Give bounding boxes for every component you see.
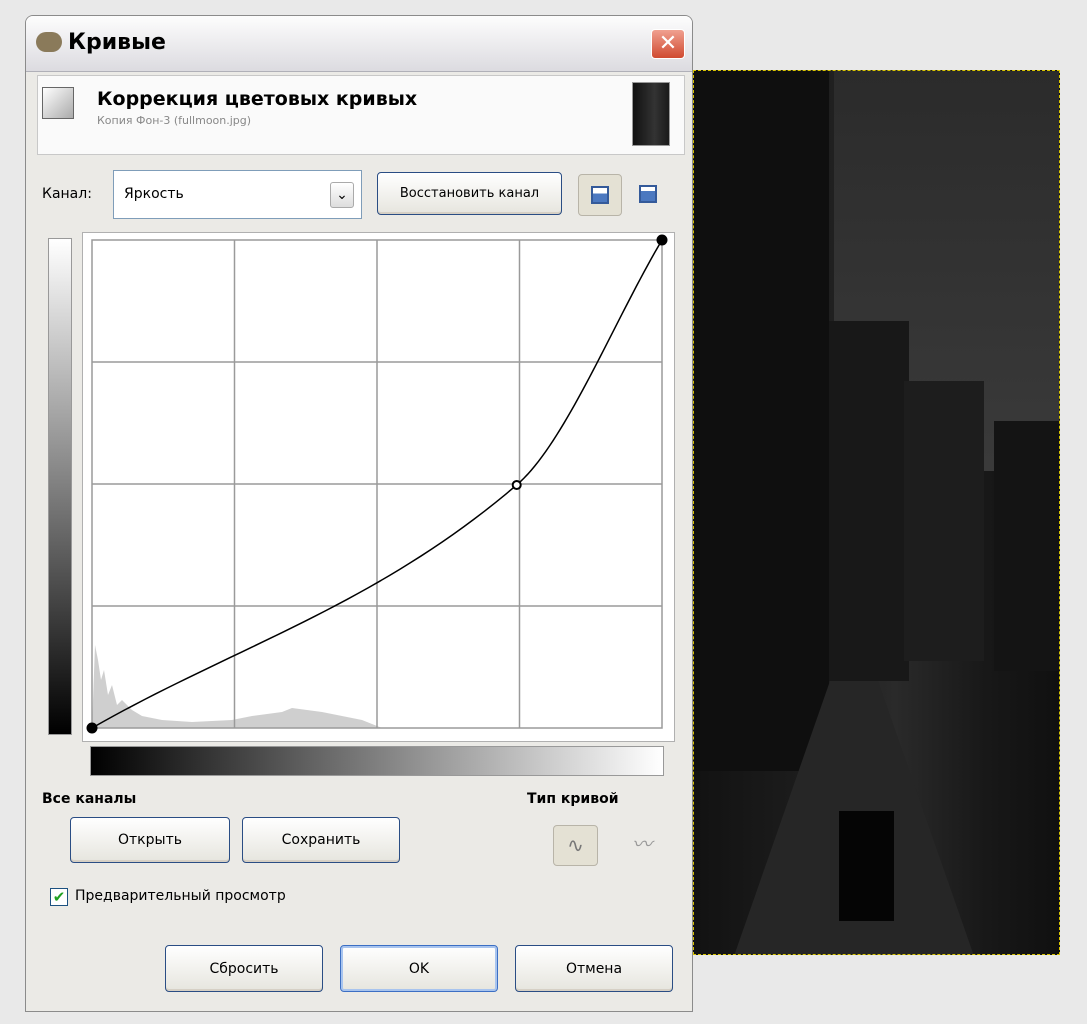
screen: Кривые ✕ Коррекция цветовых кривых Копия… xyxy=(0,0,1087,1024)
channel-label: Канал: xyxy=(42,186,92,202)
reset-button[interactable]: Сбросить xyxy=(165,945,323,992)
combo-arrow[interactable]: ⌄ xyxy=(330,182,354,208)
control-point xyxy=(88,724,97,733)
ok-button[interactable]: OK xyxy=(340,945,498,992)
header-title: Коррекция цветовых кривых xyxy=(97,88,417,110)
control-point xyxy=(658,236,667,245)
linear-histogram-button[interactable] xyxy=(578,174,622,216)
grid xyxy=(92,240,662,728)
preview-label: Предварительный просмотр xyxy=(75,888,286,904)
cancel-button[interactable]: Отмена xyxy=(515,945,673,992)
control-point xyxy=(513,481,521,489)
value-gradient-horizontal xyxy=(90,746,664,776)
curve-graph[interactable] xyxy=(92,240,662,728)
header-subtitle: Копия Фон-3 (fullmoon.jpg) xyxy=(97,114,251,127)
log-histogram-button[interactable] xyxy=(628,174,668,216)
preview-checkbox[interactable]: ✔ xyxy=(50,888,68,906)
save-button[interactable]: Сохранить xyxy=(242,817,400,863)
tool-icon xyxy=(42,87,74,119)
all-channels-label: Все каналы xyxy=(42,791,136,807)
reset-channel-button[interactable]: Восстановить канал xyxy=(377,172,562,215)
histogram xyxy=(92,645,382,728)
image-canvas xyxy=(693,70,1060,955)
freehand-curve-button[interactable]: 〰 xyxy=(622,825,662,866)
open-button[interactable]: Открыть xyxy=(70,817,230,863)
channel-value: Яркость xyxy=(124,186,184,202)
app-icon xyxy=(36,32,62,52)
image-thumbnail xyxy=(632,82,670,146)
value-gradient-vertical xyxy=(48,238,72,735)
curve-type-label: Тип кривой xyxy=(527,791,619,807)
close-button[interactable]: ✕ xyxy=(651,29,685,59)
smooth-curve-button[interactable]: ∿ xyxy=(553,825,598,866)
window-title: Кривые xyxy=(68,30,166,55)
